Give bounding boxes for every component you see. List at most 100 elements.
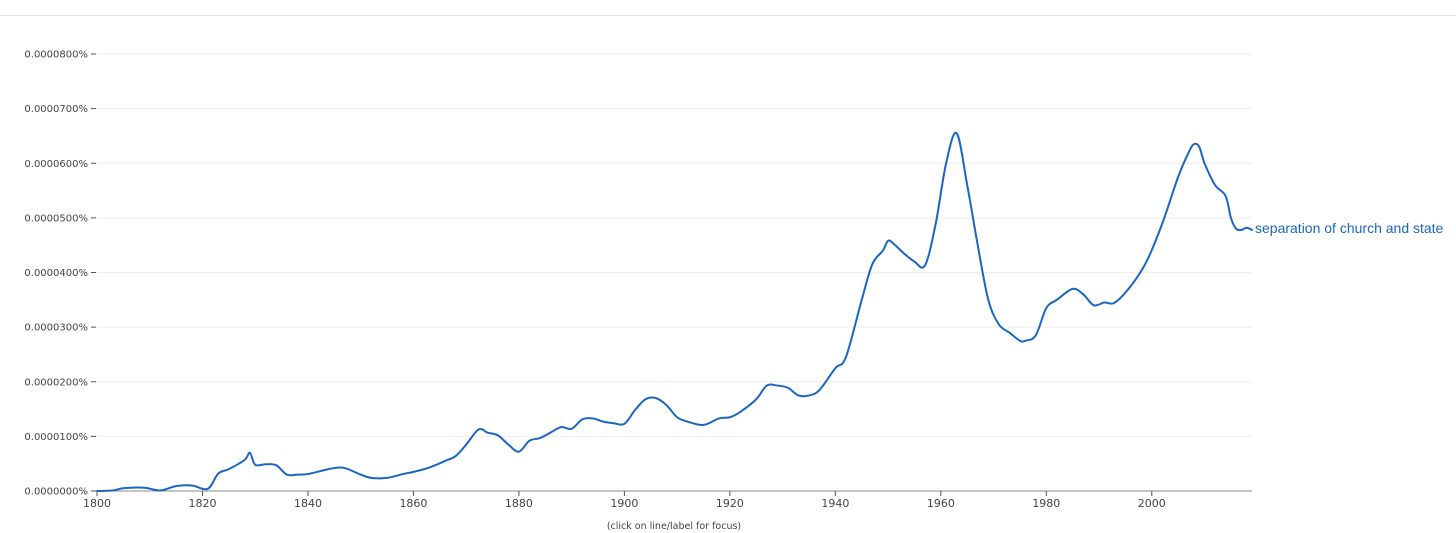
data-point[interactable] [557,423,565,431]
data-point[interactable] [1069,285,1077,293]
data-point[interactable] [204,485,212,493]
data-point[interactable] [1111,299,1119,307]
data-point[interactable] [262,460,270,468]
data-point[interactable] [246,449,254,457]
data-point[interactable] [304,470,312,478]
data-point[interactable] [1174,173,1182,181]
data-point[interactable] [932,220,940,228]
data-point[interactable] [1211,181,1219,189]
data-point[interactable] [641,395,649,403]
data-point[interactable] [942,159,950,167]
data-point[interactable] [119,484,127,492]
data-point[interactable] [589,414,597,422]
data-point[interactable] [1143,258,1151,266]
data-point[interactable] [726,413,734,421]
data-point[interactable] [578,415,586,423]
data-point[interactable] [547,429,555,437]
data-point[interactable] [663,401,671,409]
data-point[interactable] [188,482,196,490]
data-point[interactable] [93,487,101,495]
data-point[interactable] [1222,192,1230,200]
data-point[interactable] [357,471,365,479]
data-point[interactable] [441,457,449,465]
data-point[interactable] [367,474,375,482]
data-point[interactable] [283,471,291,479]
data-point[interactable] [900,249,908,257]
data-point[interactable] [1042,304,1050,312]
data-point[interactable] [858,296,866,304]
data-point[interactable] [620,420,628,428]
data-point[interactable] [536,434,544,442]
data-point[interactable] [599,418,607,426]
data-point[interactable] [1201,159,1209,167]
data-point[interactable] [1127,282,1135,290]
data-point[interactable] [383,474,391,482]
data-point[interactable] [214,470,222,478]
data-point[interactable] [963,181,971,189]
data-point[interactable] [109,486,117,494]
data-point[interactable] [1195,143,1203,151]
data-point[interactable] [953,129,961,137]
plot-area[interactable]: separation of church and state [93,129,1444,495]
data-point[interactable] [241,456,249,464]
data-point[interactable] [341,464,349,472]
data-point[interactable] [1005,329,1013,337]
data-point[interactable] [452,452,460,460]
data-point[interactable] [763,382,771,390]
data-point[interactable] [1053,296,1061,304]
series-label[interactable]: separation of church and state [1255,220,1444,236]
data-point[interactable] [1021,337,1029,345]
data-point[interactable] [974,241,982,249]
data-point[interactable] [673,413,681,421]
data-point[interactable] [172,482,180,490]
data-point[interactable] [610,419,618,427]
data-point[interactable] [715,414,723,422]
data-point[interactable] [1090,301,1098,309]
data-point[interactable] [494,431,502,439]
data-point[interactable] [1158,219,1166,227]
data-point[interactable] [425,464,433,472]
data-point[interactable] [1032,331,1040,339]
data-point[interactable] [409,468,417,476]
data-point[interactable] [842,353,850,361]
data-point[interactable] [320,466,328,474]
data-point[interactable] [684,418,692,426]
data-point[interactable] [868,260,876,268]
data-point[interactable] [652,394,660,402]
data-point[interactable] [1100,299,1108,307]
data-point[interactable] [504,441,512,449]
data-point[interactable] [1227,214,1235,222]
data-point[interactable] [631,406,639,414]
data-point[interactable] [462,441,470,449]
data-point[interactable] [156,486,164,494]
data-point[interactable] [1079,290,1087,298]
data-point[interactable] [794,391,802,399]
data-point[interactable] [568,425,576,433]
data-point[interactable] [225,465,233,473]
data-point[interactable] [879,247,887,255]
data-point[interactable] [1185,148,1193,156]
data-point[interactable] [525,437,533,445]
data-point[interactable] [736,408,744,416]
data-point[interactable] [784,384,792,392]
data-point[interactable] [399,470,407,478]
data-point[interactable] [816,386,824,394]
data-point[interactable] [272,461,280,469]
series-line[interactable] [96,131,1253,492]
data-point[interactable] [995,320,1003,328]
data-point[interactable] [700,421,708,429]
data-point[interactable] [483,429,491,437]
data-point[interactable] [140,484,148,492]
data-point[interactable] [330,464,338,472]
data-point[interactable] [921,261,929,269]
data-point[interactable] [752,395,760,403]
data-point[interactable] [984,296,992,304]
data-point[interactable] [889,240,897,248]
data-point[interactable] [251,461,259,469]
data-point[interactable] [910,258,918,266]
data-point[interactable] [293,471,301,479]
data-point[interactable] [515,448,523,456]
data-point[interactable] [805,391,813,399]
data-point[interactable] [773,382,781,390]
data-point[interactable] [831,364,839,372]
